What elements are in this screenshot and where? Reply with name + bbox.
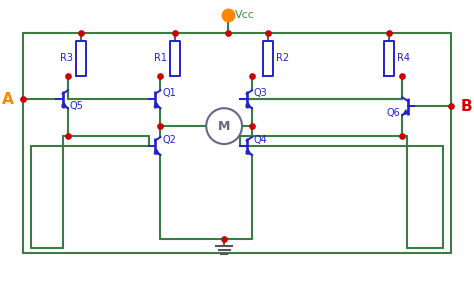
Text: M: M bbox=[218, 120, 230, 133]
Text: R4: R4 bbox=[397, 54, 410, 64]
Text: Q6: Q6 bbox=[386, 108, 400, 118]
Text: R2: R2 bbox=[276, 54, 289, 64]
Text: B: B bbox=[461, 99, 473, 114]
Text: Vcc: Vcc bbox=[235, 10, 255, 20]
Text: Q2: Q2 bbox=[163, 135, 176, 145]
Text: R1: R1 bbox=[155, 54, 167, 64]
Text: Q4: Q4 bbox=[254, 135, 268, 145]
Text: A: A bbox=[1, 92, 13, 107]
Text: R3: R3 bbox=[60, 54, 73, 64]
Text: Q1: Q1 bbox=[163, 88, 176, 98]
Text: Q5: Q5 bbox=[70, 101, 84, 111]
Text: Q3: Q3 bbox=[254, 88, 268, 98]
